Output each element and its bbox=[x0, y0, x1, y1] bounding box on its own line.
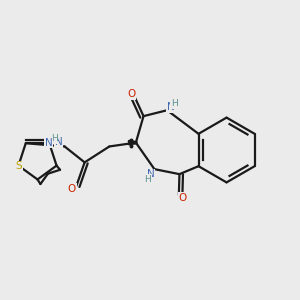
Text: H: H bbox=[51, 134, 58, 143]
Text: O: O bbox=[68, 184, 76, 194]
Text: O: O bbox=[179, 193, 187, 203]
Text: N: N bbox=[55, 137, 63, 147]
Text: N: N bbox=[147, 169, 155, 179]
Text: O: O bbox=[128, 89, 136, 99]
Text: N: N bbox=[45, 138, 52, 148]
Text: N: N bbox=[167, 102, 175, 112]
Text: H: H bbox=[145, 175, 151, 184]
Text: H: H bbox=[171, 99, 178, 108]
Text: S: S bbox=[16, 161, 22, 171]
